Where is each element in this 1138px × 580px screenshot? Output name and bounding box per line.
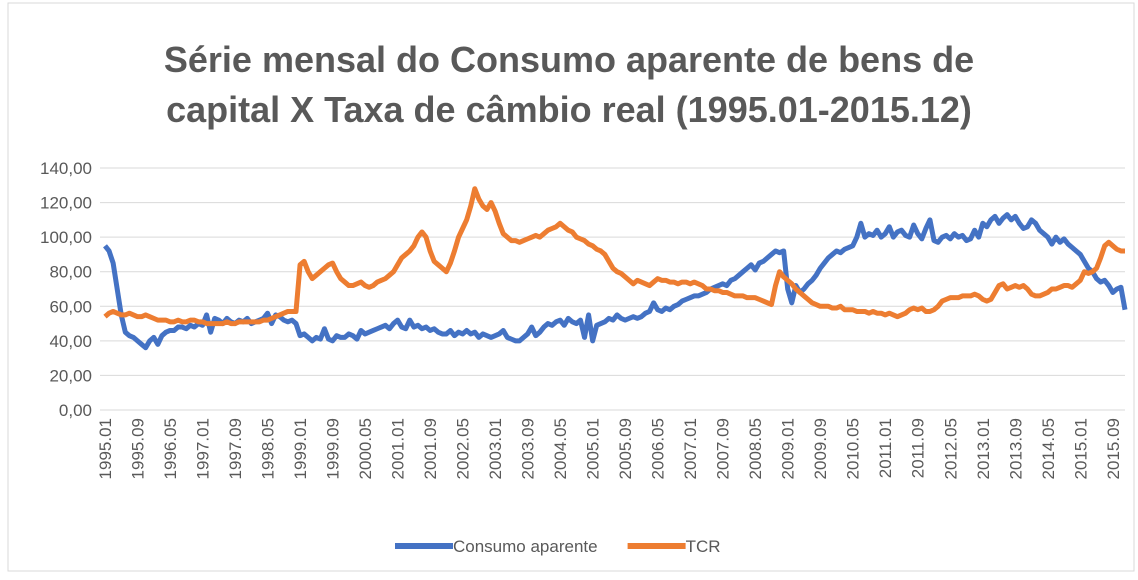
x-tick-label: 1997.09 [226, 418, 245, 479]
x-tick-label: 2002.05 [454, 418, 473, 479]
x-tick-label: 2000.05 [356, 418, 375, 479]
series-line [103, 186, 1125, 327]
x-tick-label: 2011.09 [909, 418, 928, 478]
x-tick-label: 1996.05 [161, 418, 180, 479]
y-tick-label: 0,00 [59, 401, 92, 420]
x-tick-label: 2014.05 [1039, 418, 1058, 479]
y-tick-label: 60,00 [49, 297, 92, 316]
x-tick-label: 2009.09 [811, 418, 830, 479]
x-tick-label: 2013.01 [974, 418, 993, 479]
x-tick-label: 1995.09 [129, 418, 148, 479]
chart-title: Série mensal do Consumo aparente de bens… [164, 39, 974, 130]
x-tick-label: 2001.09 [421, 418, 440, 479]
y-tick-label: 20,00 [49, 366, 92, 385]
x-tick-label: 2013.09 [1006, 418, 1025, 479]
x-tick-label: 2008.05 [746, 418, 765, 479]
x-tick-label: 2005.01 [584, 418, 603, 479]
x-tick-label: 1998.05 [259, 418, 278, 479]
x-tick-label: 2005.09 [616, 418, 635, 479]
x-tick-label: 2006.05 [649, 418, 668, 479]
x-tick-label: 2007.01 [681, 418, 700, 479]
y-tick-label: 120,00 [40, 194, 92, 213]
y-tick-label: 140,00 [40, 159, 92, 178]
x-tick-label: 2015.01 [1071, 418, 1090, 479]
x-tick-label: 2004.05 [551, 418, 570, 479]
x-tick-label: 2003.09 [519, 418, 538, 479]
x-tick-label: 1997.01 [194, 418, 213, 479]
x-tick-label: 2011.01 [876, 418, 895, 478]
x-tick-label: 1999.01 [291, 418, 310, 479]
x-tick-label: 2009.01 [779, 418, 798, 479]
x-tick-label: 2003.01 [486, 418, 505, 479]
x-tick-label: 1999.09 [324, 418, 343, 479]
x-tick-label: 2001.01 [389, 418, 408, 479]
y-tick-label: 40,00 [49, 332, 92, 351]
legend-label: Consumo aparente [453, 537, 598, 556]
chart-border [7, 2, 1135, 572]
y-tick-label: 80,00 [49, 263, 92, 282]
legend-label: TCR [686, 537, 721, 556]
y-tick-label: 100,00 [40, 228, 92, 247]
x-tick-label: 2007.09 [714, 418, 733, 479]
x-tick-label: 2012.05 [941, 418, 960, 479]
x-tick-label: 1995.01 [96, 418, 115, 479]
x-tick-label: 2010.05 [844, 418, 863, 479]
x-tick-label: 2015.09 [1104, 418, 1123, 479]
chart-title-text: Série mensal do Consumo aparente de bens… [164, 39, 974, 130]
